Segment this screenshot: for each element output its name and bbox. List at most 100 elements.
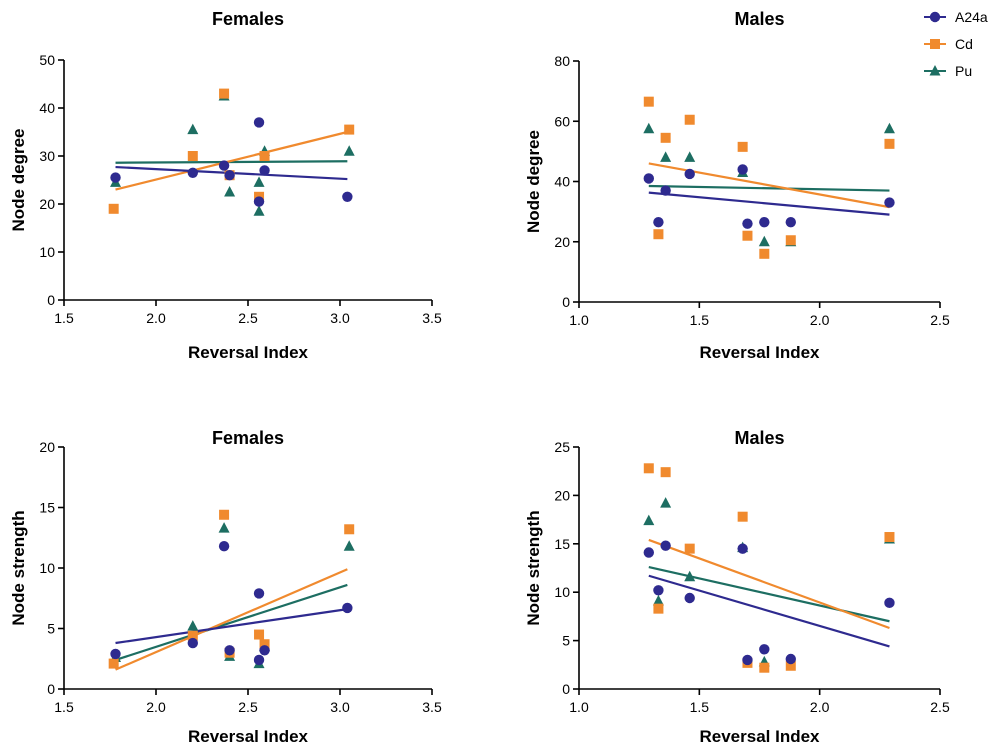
y-tick-label: 80 — [554, 53, 570, 69]
data-point-cd — [660, 467, 671, 478]
fit-line-pu — [648, 565, 890, 623]
fit-line-cd — [648, 538, 890, 630]
data-point-cd — [660, 132, 671, 143]
y-axis-label: Node degree — [9, 129, 28, 232]
data-point-cd — [684, 543, 695, 554]
data-point-a24a — [684, 592, 695, 604]
y-tick-label: 40 — [39, 100, 55, 116]
chart-panel-4: Males 0 5 10 15 20 25 1.0 1.5 2.0 2.5 Reversal Inde… — [524, 428, 950, 746]
data-point-a24a — [187, 637, 198, 649]
data-point-a24a — [259, 645, 270, 656]
fit-line-pu — [115, 583, 348, 662]
data-point-pu — [758, 235, 770, 247]
data-point-cd — [884, 532, 895, 543]
data-point-pu — [660, 151, 672, 162]
data-point-cd — [108, 658, 119, 669]
y-tick-label: 15 — [39, 500, 55, 516]
x-tick-label: 2.0 — [146, 310, 166, 326]
y-tick-label: 0 — [47, 292, 55, 308]
chart-title: Females — [212, 9, 284, 29]
x-tick-label: 3.5 — [422, 699, 442, 715]
fit-line-cd — [115, 130, 348, 191]
y-axis-label: Node strength — [9, 510, 28, 625]
x-tick-label: 1.0 — [569, 312, 589, 328]
x-axis-label: Reversal Index — [699, 343, 820, 362]
data-point-cd — [254, 629, 265, 640]
legend-marker — [929, 65, 941, 76]
data-point-cd — [219, 88, 230, 99]
y-tick-label: 15 — [554, 536, 570, 552]
data-point-a24a — [643, 173, 654, 184]
data-point-cd — [187, 630, 198, 641]
data-point-a24a — [660, 540, 671, 551]
data-point-cd — [759, 248, 770, 259]
x-axis-label: Reversal Index — [188, 727, 309, 746]
x-tick-label: 2.0 — [146, 699, 166, 715]
x-tick-label: 1.5 — [54, 699, 74, 715]
data-point-pu — [660, 497, 672, 508]
data-point-a24a — [342, 602, 353, 614]
x-tick-label: 2.5 — [238, 310, 258, 326]
x-tick-label: 2.5 — [930, 312, 950, 328]
data-point-a24a — [660, 185, 671, 196]
data-point-a24a — [224, 645, 235, 656]
data-point-cd — [653, 603, 664, 614]
y-tick-label: 60 — [554, 113, 570, 129]
data-point-a24a — [224, 170, 235, 181]
data-point-cd — [643, 96, 654, 107]
chart-panel-3: Females 0 5 10 15 20 1.5 2.0 2.5 3.0 3.5 Reversal I… — [9, 428, 442, 746]
data-point-a24a — [653, 216, 664, 228]
y-tick-label: 5 — [47, 621, 55, 637]
data-point-pu — [643, 122, 655, 134]
x-tick-label: 3.0 — [330, 310, 350, 326]
fit-line-a24a — [115, 608, 348, 645]
data-point-cd — [259, 151, 270, 161]
data-point-cd — [884, 138, 895, 149]
data-point-cd — [344, 124, 355, 135]
data-point-cd — [785, 235, 796, 246]
x-tick-label: 1.5 — [690, 312, 710, 328]
data-point-cd — [344, 524, 355, 535]
legend-marker — [930, 39, 940, 49]
data-point-cd — [643, 463, 654, 474]
x-tick-label: 2.5 — [930, 699, 950, 715]
legend-label: A24a — [955, 9, 988, 25]
data-point-a24a — [759, 644, 770, 655]
data-point-cd — [759, 662, 770, 673]
y-tick-label: 50 — [39, 52, 55, 68]
x-tick-label: 3.0 — [330, 699, 350, 715]
x-tick-label: 1.5 — [690, 699, 710, 715]
data-point-a24a — [110, 172, 121, 183]
y-axis-label: Node degree — [524, 130, 543, 233]
data-point-a24a — [884, 597, 895, 609]
data-point-cd — [259, 639, 270, 650]
data-point-pu — [343, 145, 355, 156]
data-point-pu — [643, 514, 655, 526]
data-point-a24a — [653, 585, 664, 596]
y-tick-label: 30 — [39, 148, 55, 164]
x-axis-label: Reversal Index — [188, 343, 309, 362]
data-point-pu — [253, 176, 265, 187]
y-tick-label: 0 — [47, 681, 55, 697]
data-point-a24a — [643, 547, 654, 558]
legend-label: Pu — [955, 63, 972, 79]
data-point-a24a — [187, 167, 198, 178]
data-point-a24a — [253, 117, 265, 128]
y-tick-label: 40 — [554, 174, 570, 190]
data-point-a24a — [737, 543, 748, 554]
y-tick-label: 0 — [562, 294, 570, 310]
data-point-pu — [224, 186, 236, 197]
data-point-pu — [652, 594, 664, 606]
data-point-a24a — [785, 216, 796, 228]
y-tick-label: 20 — [554, 234, 570, 250]
data-point-cd — [684, 114, 695, 125]
x-tick-label: 2.0 — [810, 312, 830, 328]
data-point-a24a — [218, 160, 230, 171]
x-tick-label: 1.5 — [54, 310, 74, 326]
data-point-cd — [187, 151, 198, 161]
y-tick-label: 20 — [39, 439, 55, 455]
legend-marker — [929, 11, 941, 23]
y-axis-label: Node strength — [524, 510, 543, 625]
data-point-cd — [737, 511, 748, 522]
